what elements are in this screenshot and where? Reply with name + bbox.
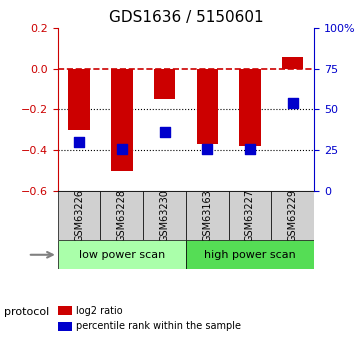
Text: low power scan: low power scan bbox=[79, 250, 165, 260]
FancyBboxPatch shape bbox=[186, 240, 314, 269]
Bar bbox=[282, 57, 303, 69]
FancyBboxPatch shape bbox=[229, 191, 271, 240]
Text: protocol: protocol bbox=[4, 307, 49, 317]
Text: GSM63229: GSM63229 bbox=[288, 189, 298, 243]
Point bbox=[247, 146, 253, 151]
Text: GSM63227: GSM63227 bbox=[245, 189, 255, 243]
Point bbox=[119, 146, 125, 151]
FancyBboxPatch shape bbox=[143, 191, 186, 240]
Bar bbox=[154, 69, 175, 99]
Text: GSM63163: GSM63163 bbox=[202, 189, 212, 242]
Text: GSM63230: GSM63230 bbox=[160, 189, 170, 242]
Title: GDS1636 / 5150601: GDS1636 / 5150601 bbox=[109, 10, 263, 25]
FancyBboxPatch shape bbox=[100, 191, 143, 240]
Point bbox=[290, 100, 296, 106]
Point bbox=[76, 139, 82, 145]
Bar bbox=[69, 69, 90, 130]
Text: high power scan: high power scan bbox=[204, 250, 296, 260]
Text: log2 ratio: log2 ratio bbox=[76, 306, 122, 315]
Text: GSM63228: GSM63228 bbox=[117, 189, 127, 243]
Bar bbox=[111, 69, 132, 171]
Point bbox=[162, 130, 168, 135]
Text: percentile rank within the sample: percentile rank within the sample bbox=[76, 321, 241, 331]
FancyBboxPatch shape bbox=[186, 191, 229, 240]
Bar bbox=[197, 69, 218, 144]
Point bbox=[204, 146, 210, 151]
FancyBboxPatch shape bbox=[58, 240, 186, 269]
FancyBboxPatch shape bbox=[271, 191, 314, 240]
FancyBboxPatch shape bbox=[58, 191, 100, 240]
Bar bbox=[239, 69, 261, 146]
Text: GSM63226: GSM63226 bbox=[74, 189, 84, 243]
